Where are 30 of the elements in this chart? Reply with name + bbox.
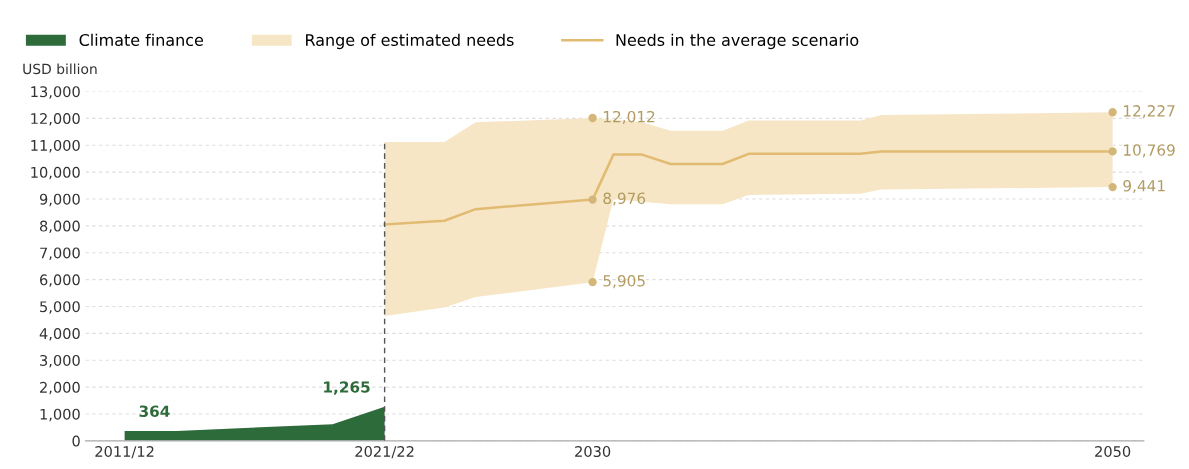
x-tick-label: 2030 bbox=[575, 445, 611, 458]
annotation: 1,265 bbox=[324, 381, 370, 395]
y-tick-label: 8,000 bbox=[39, 220, 80, 234]
y-tick-label: 6,000 bbox=[40, 274, 80, 287]
y-tick-label: 0 bbox=[72, 435, 80, 447]
annotation: 8,976 bbox=[603, 192, 646, 206]
y-tick-label: 1,000 bbox=[40, 408, 80, 422]
x-tick-label: 2021/22 bbox=[355, 445, 414, 459]
legend-label: Needs in the average scenario bbox=[616, 33, 859, 50]
annotation: 12,227 bbox=[1124, 105, 1175, 119]
y-tick-label: 3,000 bbox=[40, 354, 80, 368]
y-tick-label: 7,000 bbox=[40, 247, 80, 260]
y-tick-label: 2,000 bbox=[40, 381, 80, 395]
annotation: 12,012 bbox=[604, 110, 655, 124]
annotation: 10,769 bbox=[1124, 144, 1175, 158]
y-tick-label: 4,000 bbox=[39, 328, 80, 341]
x-tick-label: 2011/12 bbox=[95, 445, 154, 459]
y-tick-label: 12,000 bbox=[31, 113, 80, 126]
y-tick-label: 13,000 bbox=[31, 86, 80, 99]
y-tick-label: 5,000 bbox=[40, 301, 80, 314]
y-tick-label: 10,000 bbox=[31, 166, 80, 180]
annotation: 9,441 bbox=[1123, 179, 1165, 194]
annotation: 5,905 bbox=[603, 275, 645, 289]
legend-label: Climate finance bbox=[79, 33, 204, 47]
x-tick-label: 2050 bbox=[1095, 445, 1131, 458]
y-tick-label: 9,000 bbox=[39, 193, 80, 207]
y-tick-label: 11,000 bbox=[31, 139, 80, 153]
annotation: 364 bbox=[139, 405, 170, 418]
y-axis-title: USD billion bbox=[23, 63, 97, 75]
legend-label: Range of estimated needs bbox=[306, 33, 514, 50]
